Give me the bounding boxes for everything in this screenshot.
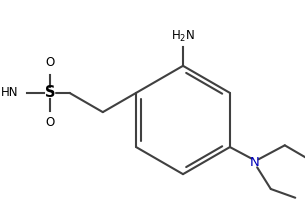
Text: O: O [46, 57, 55, 69]
Text: $\rm H_2N$: $\rm H_2N$ [171, 29, 195, 44]
Text: N: N [250, 156, 260, 169]
Text: HN: HN [1, 87, 19, 99]
Text: O: O [46, 116, 55, 129]
Text: S: S [45, 85, 56, 100]
